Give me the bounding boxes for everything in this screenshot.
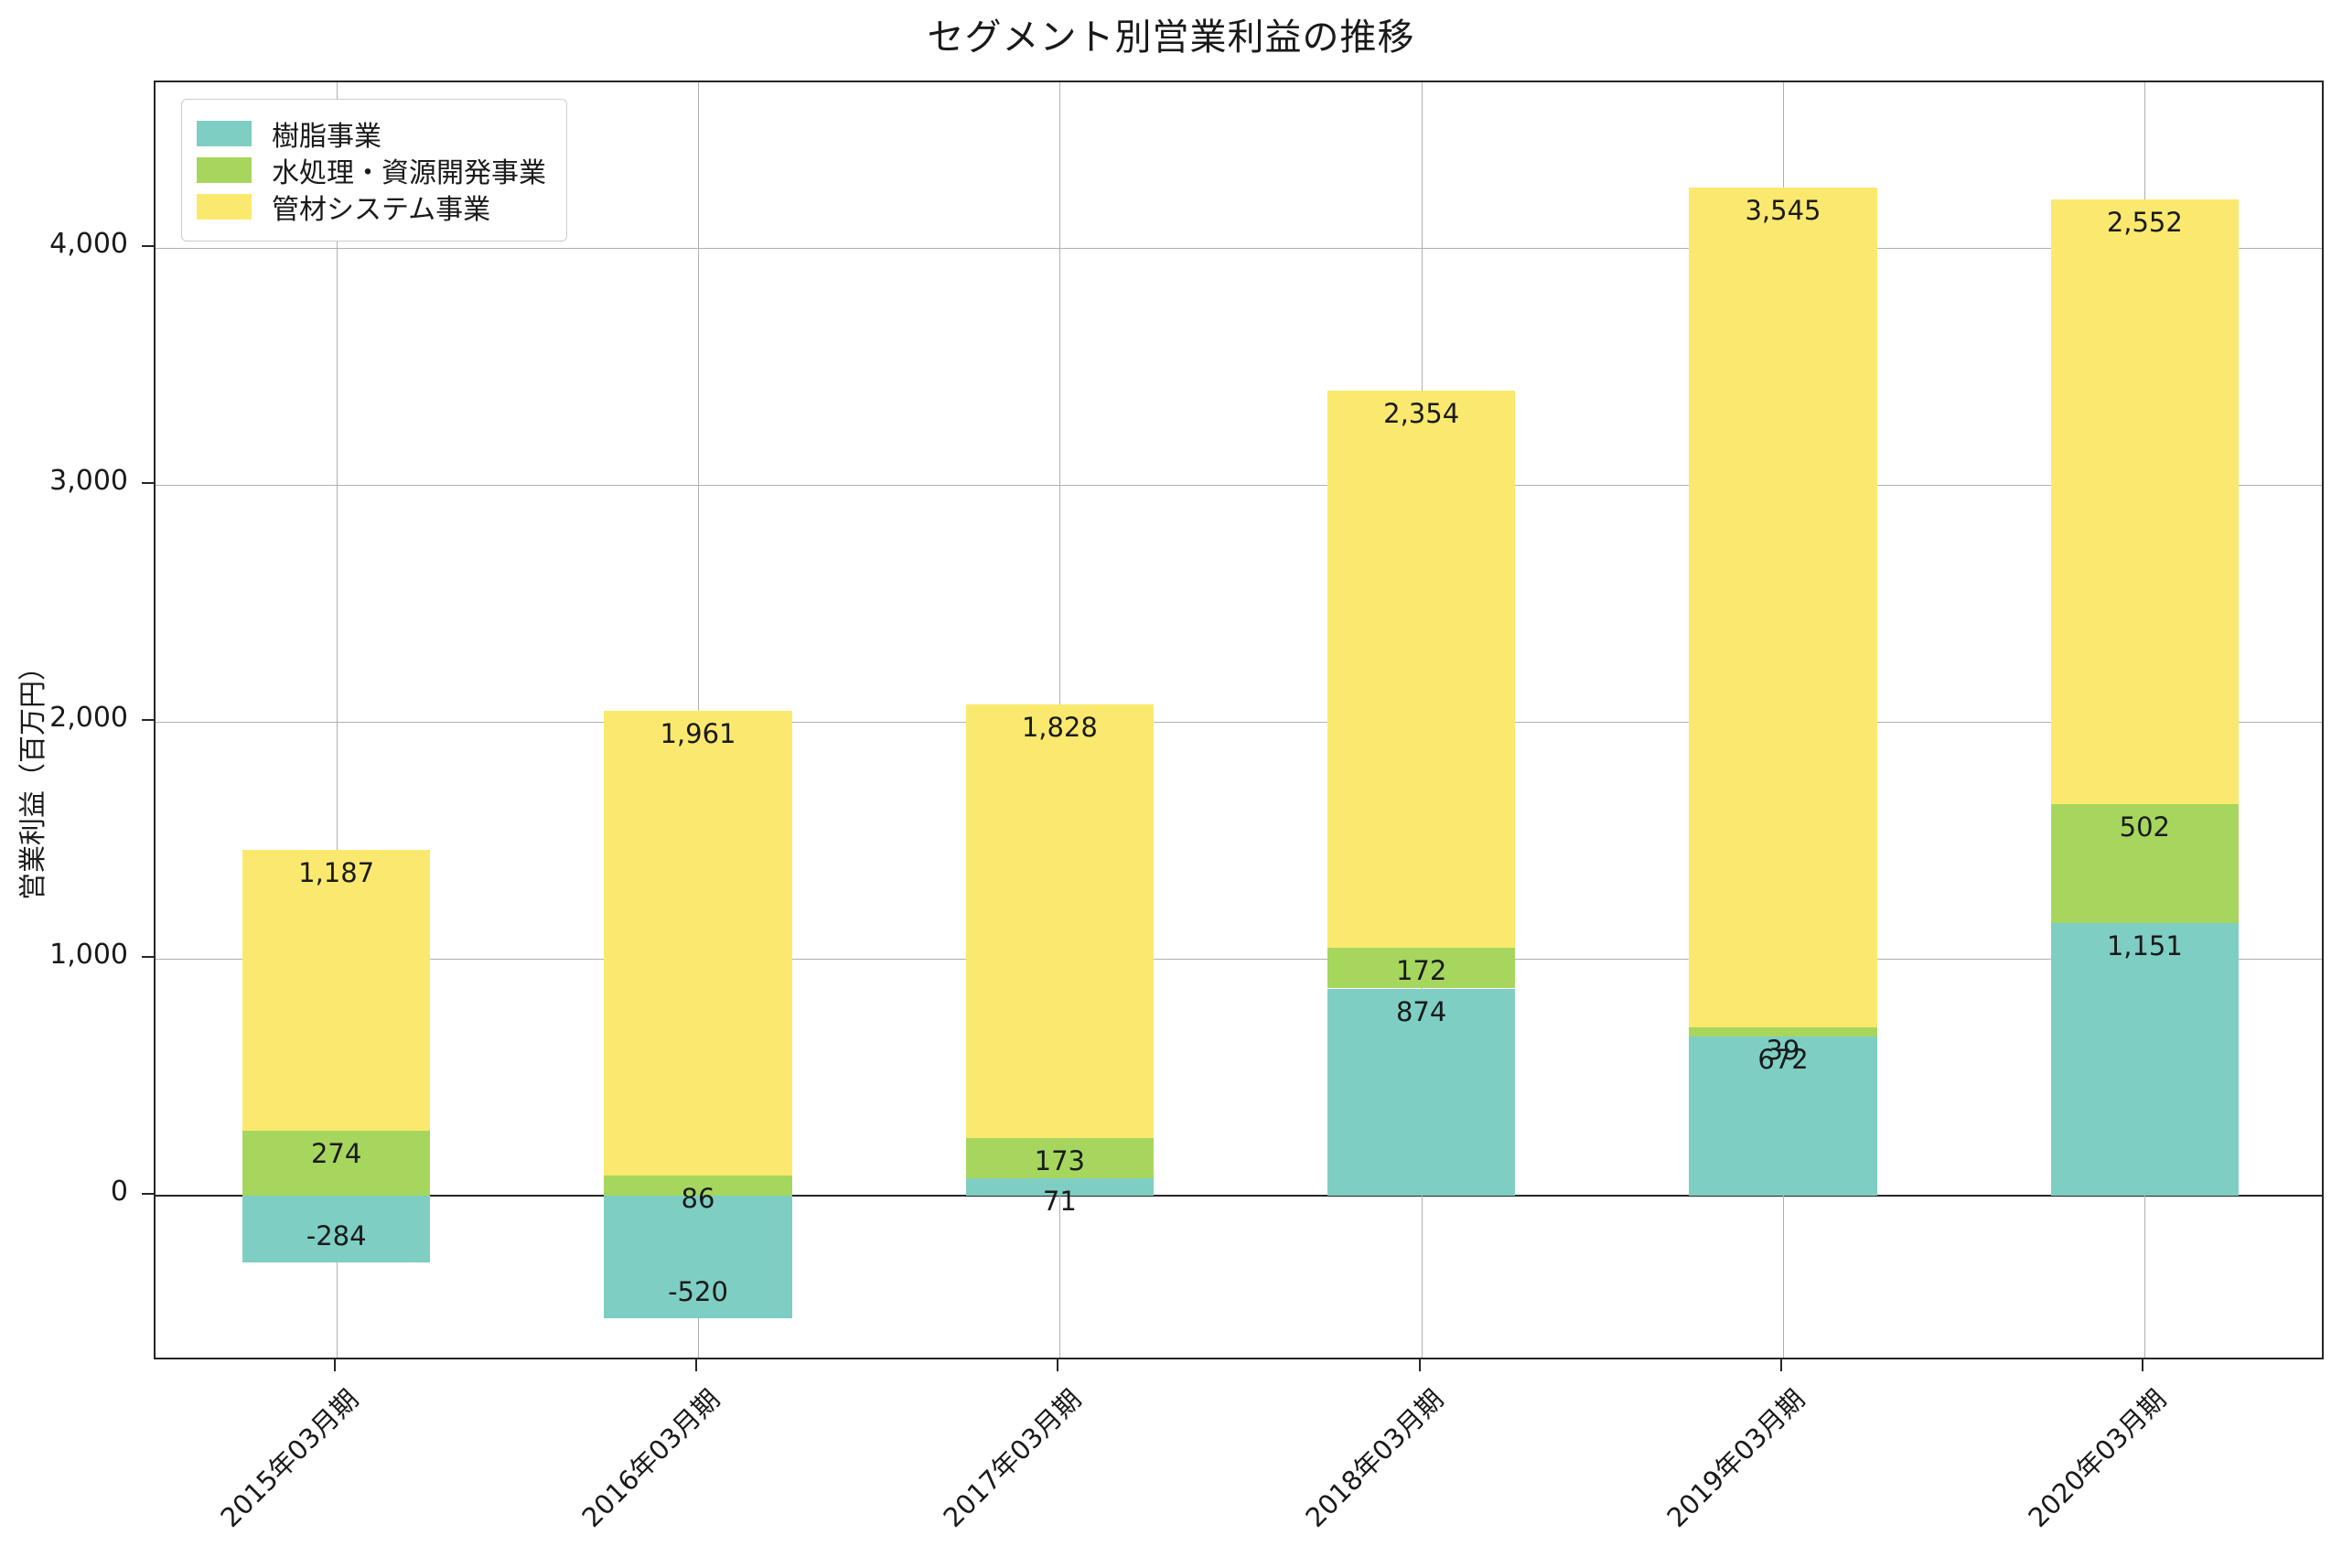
bar-segment[interactable]	[242, 1130, 431, 1196]
x-axis-tick-label: 2016年03月期	[575, 1383, 726, 1534]
bar-value-label: -520	[668, 1276, 728, 1308]
bar-value-label: 173	[1034, 1144, 1086, 1176]
y-axis-tick-mark	[142, 245, 154, 248]
chart-title: セグメント別営業利益の推移	[927, 16, 1415, 59]
bar-value-label: 874	[1395, 995, 1447, 1027]
bar-segment[interactable]	[2050, 803, 2240, 923]
x-axis-tick-label: 2015年03月期	[214, 1383, 364, 1534]
bar-value-label: 86	[681, 1182, 715, 1214]
gridline-horizontal	[156, 722, 2322, 723]
bar-segment[interactable]	[1689, 187, 1877, 1027]
bar-value-label: 2,354	[1383, 397, 1460, 429]
x-axis-tick-label: 2019年03月期	[1660, 1383, 1811, 1534]
y-axis-tick-mark	[142, 955, 154, 958]
bar-value-label: 2,552	[2106, 207, 2183, 239]
y-axis-tick-mark	[142, 482, 154, 485]
bar-value-label: 1,961	[660, 717, 736, 749]
gridline-horizontal	[156, 958, 2322, 960]
bar-segment[interactable]	[1327, 390, 1516, 948]
y-axis-tick-label: 4,000	[49, 228, 128, 261]
gridline-vertical	[336, 82, 338, 1358]
gridline-horizontal	[156, 248, 2322, 250]
bar-value-label: 274	[310, 1137, 362, 1169]
legend: 樹脂事業 水処理・資源開発事業 管材システム事業	[181, 99, 567, 242]
bar-segment[interactable]	[2050, 199, 2240, 804]
legend-swatch-icon-2	[197, 194, 252, 220]
legend-item-2[interactable]: 管材システム事業	[197, 191, 546, 226]
bar-segment[interactable]	[1327, 947, 1516, 989]
bar-value-label: 1,151	[2106, 929, 2183, 961]
y-axis-tick-label: 2,000	[49, 702, 128, 734]
legend-label-0: 樹脂事業	[272, 121, 381, 153]
x-axis-tick-mark	[695, 1359, 697, 1371]
bar-value-label: 3,545	[1745, 194, 1821, 226]
bar-segment[interactable]	[965, 1137, 1155, 1179]
y-axis-title: 営業利益（百万円）	[17, 652, 49, 900]
x-axis-tick-mark	[1418, 1359, 1421, 1371]
x-axis-tick-label: 2017年03月期	[937, 1383, 1088, 1534]
bar-segment[interactable]	[1327, 988, 1516, 1196]
bar-value-label: -284	[306, 1220, 367, 1252]
bar-segment[interactable]	[604, 1175, 792, 1196]
y-axis-tick-label: 1,000	[49, 938, 128, 971]
legend-item-1[interactable]: 水処理・資源開発事業	[197, 155, 546, 189]
y-axis-tick-mark	[142, 719, 154, 721]
zero-line	[156, 1194, 2322, 1197]
bar-value-label: 1,828	[1021, 712, 1098, 744]
x-axis-tick-label: 2020年03月期	[2022, 1383, 2173, 1534]
bar-segment[interactable]	[242, 1195, 431, 1263]
y-axis-tick-label: 0	[110, 1175, 128, 1208]
bar-value-label: 672	[1757, 1043, 1809, 1075]
x-axis-tick-mark	[1057, 1359, 1059, 1371]
legend-swatch-icon-0	[197, 121, 252, 146]
bar-segment[interactable]	[2050, 922, 2240, 1196]
x-axis-tick-label: 2018年03月期	[1299, 1383, 1449, 1534]
y-axis-title-container: 営業利益（百万円）	[9, 548, 51, 1005]
legend-label-2: 管材システム事業	[272, 194, 491, 226]
bar-value-label: 39	[1766, 1034, 1800, 1066]
legend-item-0[interactable]: 樹脂事業	[197, 118, 546, 153]
bar-segment[interactable]	[604, 710, 792, 1176]
bar-value-label: 172	[1395, 954, 1447, 986]
legend-label-1: 水処理・資源開発事業	[272, 157, 546, 189]
bar-segment[interactable]	[242, 849, 431, 1131]
bar-segment[interactable]	[965, 704, 1155, 1138]
bar-segment[interactable]	[1689, 1036, 1877, 1196]
bar-value-label: 71	[1042, 1186, 1077, 1218]
x-axis-tick-mark	[1780, 1359, 1782, 1371]
legend-swatch-icon-1	[197, 157, 252, 183]
x-axis-tick-mark	[333, 1359, 336, 1371]
y-axis-tick-label: 3,000	[49, 465, 128, 498]
bar-segment[interactable]	[1689, 1026, 1877, 1036]
y-axis-tick-mark	[142, 1192, 154, 1195]
bar-segment[interactable]	[604, 1195, 792, 1319]
bar-value-label: 502	[2119, 811, 2171, 843]
bar-segment[interactable]	[965, 1178, 1155, 1196]
gridline-horizontal	[156, 485, 2322, 487]
plot-area: -284 274 1,187 -520 86 1,961 71 173 1,828 874 172 2…	[154, 81, 2324, 1359]
x-axis-tick-mark	[2142, 1359, 2144, 1371]
bar-value-label: 1,187	[298, 856, 375, 888]
